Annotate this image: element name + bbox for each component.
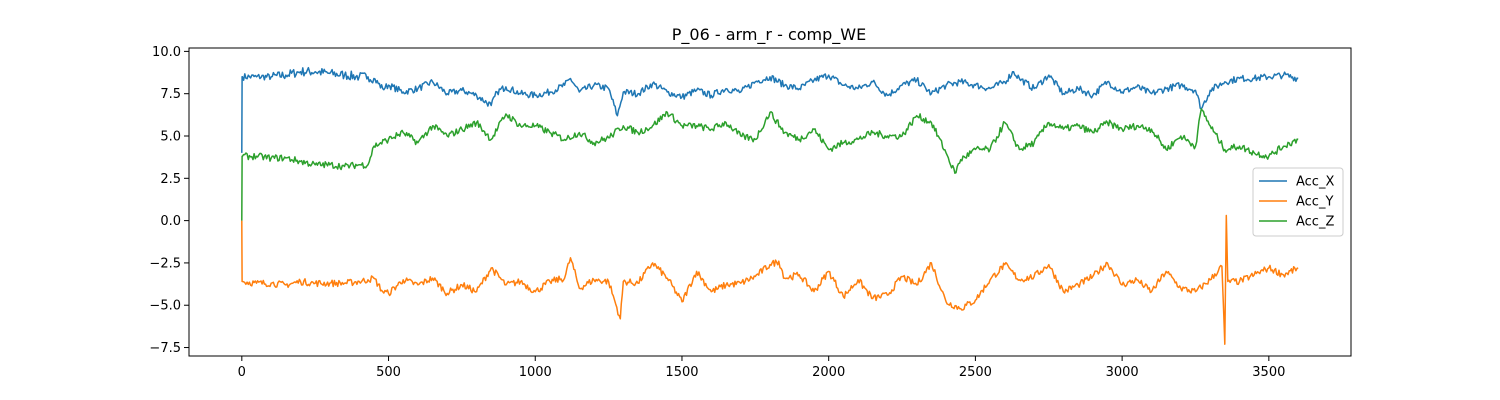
y-axis: 10.0 7.5 5.0 2.5 0.0 −2.5 −5.0 −7.5 [149,45,189,356]
x-tick-label: 1500 [665,365,698,380]
y-tick-label: −5.0 [149,299,181,314]
x-tick-label: 2000 [812,365,845,380]
x-tick-label: 3000 [1106,365,1139,380]
legend-label: Acc_Z [1296,215,1334,230]
y-tick-label: 0.0 [160,214,181,229]
x-tick-label: 1000 [519,365,552,380]
series-line-acc-y [241,214,1299,345]
x-tick-label: 0 [238,365,246,380]
x-axis: 0 500 1000 1500 2000 2500 3000 3500 [238,356,1285,380]
y-tick-label: −7.5 [149,341,181,356]
series-layer [241,66,1299,345]
y-tick-label: 2.5 [160,172,181,187]
y-tick-label: 5.0 [160,130,181,145]
x-tick-label: 2500 [959,365,992,380]
legend-label: Acc_Y [1296,195,1333,210]
legend-label: Acc_X [1296,175,1334,190]
chart-title: P_06 - arm_r - comp_WE [672,25,866,45]
series-line-acc-z [241,108,1299,221]
x-tick-label: 3500 [1252,365,1285,380]
series-line-acc-x [241,66,1299,153]
x-tick-label: 500 [376,365,401,380]
y-tick-label: −2.5 [149,256,181,271]
legend: Acc_X Acc_Y Acc_Z [1252,167,1344,237]
legend-box [1252,167,1344,237]
y-tick-label: 10.0 [152,45,181,60]
plot-frame [188,47,1352,357]
y-tick-label: 7.5 [160,87,181,102]
